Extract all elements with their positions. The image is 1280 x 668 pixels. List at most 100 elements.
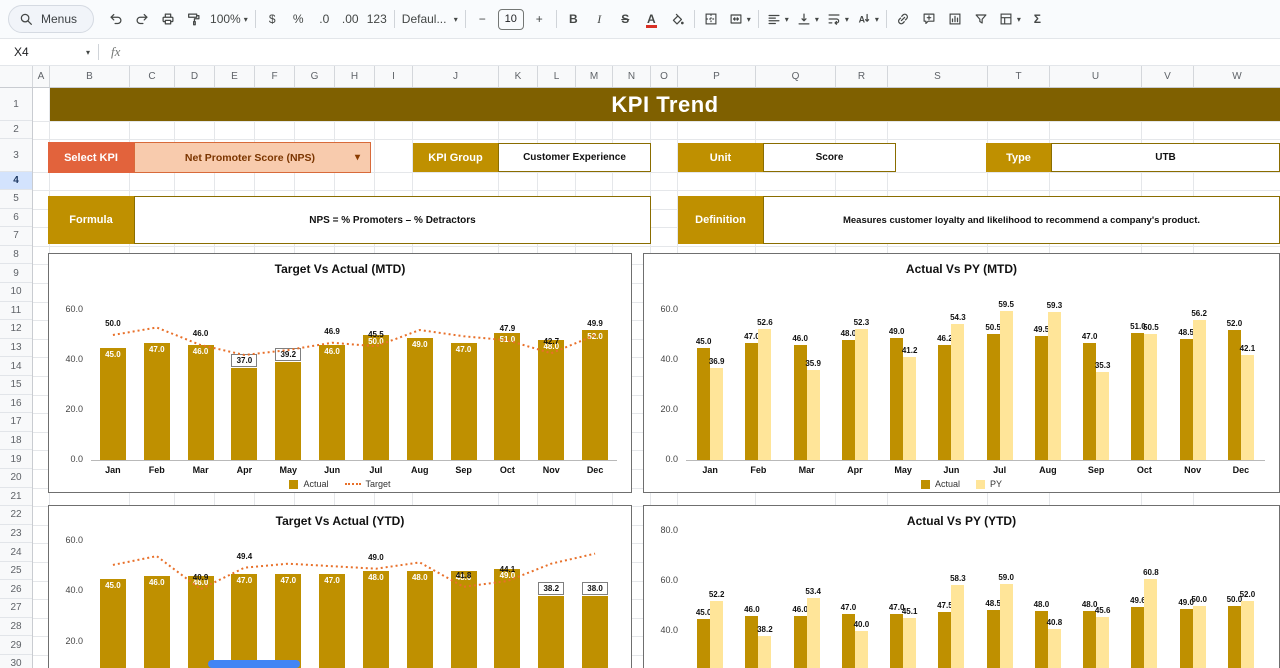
text-rotation-dropdown[interactable]: A ▾ (853, 6, 882, 32)
insert-chart-button[interactable] (943, 6, 968, 32)
chart-actual-vs-py-ytd[interactable]: Actual Vs PY (YTD)40.060.080.0Jan45.052.… (643, 505, 1280, 668)
row-header-26[interactable]: 26 (0, 580, 32, 600)
fill-color-button[interactable] (665, 6, 690, 32)
horizontal-align-dropdown[interactable]: ▾ (763, 6, 792, 32)
column-header-J[interactable]: J (413, 66, 499, 87)
row-header-10[interactable]: 10 (0, 283, 32, 302)
italic-button[interactable]: I (587, 6, 612, 32)
menus-button[interactable]: Menus (8, 5, 95, 33)
target-label: 45.5 (368, 330, 384, 340)
row-header-27[interactable]: 27 (0, 599, 32, 618)
row-header-12[interactable]: 12 (0, 320, 32, 339)
chart-target-vs-actual-ytd[interactable]: Target Vs Actual (YTD)0.020.040.060.0Jan… (48, 505, 632, 668)
decrease-decimal-button[interactable]: .0 (312, 6, 337, 32)
column-header-A[interactable]: A (33, 66, 50, 87)
column-header-L[interactable]: L (538, 66, 576, 87)
increase-font-size-button[interactable]: + (527, 6, 552, 32)
row-header-29[interactable]: 29 (0, 636, 32, 655)
row-header-22[interactable]: 22 (0, 506, 32, 525)
row-header-4[interactable]: 4 (0, 172, 32, 190)
column-header-U[interactable]: U (1050, 66, 1142, 87)
column-header-M[interactable]: M (576, 66, 613, 87)
bold-button[interactable]: B (561, 6, 586, 32)
borders-button[interactable] (699, 6, 724, 32)
column-header-B[interactable]: B (50, 66, 130, 87)
column-header-K[interactable]: K (499, 66, 538, 87)
row-header-17[interactable]: 17 (0, 413, 32, 432)
redo-button[interactable] (129, 6, 154, 32)
strikethrough-button[interactable]: S (613, 6, 638, 32)
paint-format-button[interactable] (181, 6, 206, 32)
text-wrap-dropdown[interactable]: ▾ (823, 6, 852, 32)
row-header-16[interactable]: 16 (0, 395, 32, 414)
currency-format-button[interactable]: $ (260, 6, 285, 32)
select-all-corner[interactable] (0, 66, 33, 87)
row-header-2[interactable]: 2 (0, 121, 32, 139)
column-header-F[interactable]: F (255, 66, 295, 87)
column-header-I[interactable]: I (375, 66, 413, 87)
column-header-T[interactable]: T (988, 66, 1050, 87)
percent-format-button[interactable]: % (286, 6, 311, 32)
column-header-D[interactable]: D (175, 66, 215, 87)
row-header-14[interactable]: 14 (0, 357, 32, 376)
column-header-R[interactable]: R (836, 66, 888, 87)
bar-label: 50.5 (1143, 322, 1159, 332)
table-view-dropdown[interactable]: ▾ (995, 6, 1024, 32)
row-header-15[interactable]: 15 (0, 376, 32, 395)
row-header-5[interactable]: 5 (0, 190, 32, 209)
column-header-G[interactable]: G (295, 66, 335, 87)
legend-label: Actual (934, 479, 960, 489)
font-size-input[interactable]: 10 (497, 8, 524, 30)
row-header-24[interactable]: 24 (0, 543, 32, 562)
month-label: Feb (750, 465, 767, 475)
column-header-P[interactable]: P (678, 66, 756, 87)
create-filter-button[interactable] (969, 6, 994, 32)
font-family-dropdown[interactable]: Defaul... ▾ (399, 6, 461, 32)
row-header-18[interactable]: 18 (0, 432, 32, 451)
text-color-button[interactable]: A (639, 6, 664, 32)
more-formats-button[interactable]: 123 (364, 6, 390, 32)
row-header-19[interactable]: 19 (0, 450, 32, 469)
row-header-28[interactable]: 28 (0, 618, 32, 637)
column-header-E[interactable]: E (215, 66, 255, 87)
row-header-30[interactable]: 30 (0, 655, 32, 668)
row-header-6[interactable]: 6 (0, 209, 32, 228)
bar-actual (450, 342, 477, 460)
chart-target-vs-actual-mtd[interactable]: Target Vs Actual (MTD) 0.0 20.0 40.0 60.0 Jan… (48, 253, 632, 493)
row-header-3[interactable]: 3 (0, 139, 32, 172)
legend-label: PY (990, 479, 1003, 489)
insert-link-button[interactable] (891, 6, 916, 32)
undo-button[interactable] (103, 6, 128, 32)
row-header-23[interactable]: 23 (0, 525, 32, 544)
chart-actual-vs-py-mtd[interactable]: Actual Vs PY (MTD) 0.0 20.0 40.0 60.0 Jan 45.0… (643, 253, 1280, 493)
increase-decimal-button[interactable]: .00 (338, 6, 363, 32)
column-header-N[interactable]: N (613, 66, 651, 87)
row-header-9[interactable]: 9 (0, 264, 32, 283)
column-header-V[interactable]: V (1142, 66, 1194, 87)
column-header-Q[interactable]: Q (756, 66, 836, 87)
kpi-select-dropdown[interactable]: Net Promoter Score (NPS) ▾ (134, 142, 371, 173)
bar-label: 51.0 (1130, 321, 1146, 331)
decrease-font-size-button[interactable]: − (470, 6, 495, 32)
horizontal-scrollbar-thumb[interactable] (208, 660, 300, 668)
vertical-align-dropdown[interactable]: ▾ (793, 6, 822, 32)
column-header-O[interactable]: O (651, 66, 678, 87)
row-header-20[interactable]: 20 (0, 469, 32, 488)
column-header-H[interactable]: H (335, 66, 375, 87)
row-header-8[interactable]: 8 (0, 246, 32, 265)
column-header-S[interactable]: S (888, 66, 988, 87)
print-button[interactable] (155, 6, 180, 32)
row-header-7[interactable]: 7 (0, 227, 32, 246)
insert-comment-button[interactable] (917, 6, 942, 32)
cell-name-box[interactable]: X4 ▾ (0, 45, 98, 59)
row-header-21[interactable]: 21 (0, 488, 32, 507)
column-header-W[interactable]: W (1194, 66, 1280, 87)
column-header-C[interactable]: C (130, 66, 175, 87)
row-header-13[interactable]: 13 (0, 339, 32, 358)
row-header-25[interactable]: 25 (0, 562, 32, 581)
merge-cells-dropdown[interactable]: ▾ (725, 6, 754, 32)
row-header-1[interactable]: 1 (0, 88, 32, 121)
zoom-dropdown[interactable]: 100% ▾ (207, 6, 251, 32)
functions-button[interactable]: Σ (1025, 6, 1050, 32)
row-header-11[interactable]: 11 (0, 302, 32, 321)
